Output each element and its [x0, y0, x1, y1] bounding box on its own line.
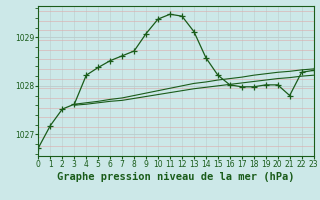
- X-axis label: Graphe pression niveau de la mer (hPa): Graphe pression niveau de la mer (hPa): [57, 172, 295, 182]
